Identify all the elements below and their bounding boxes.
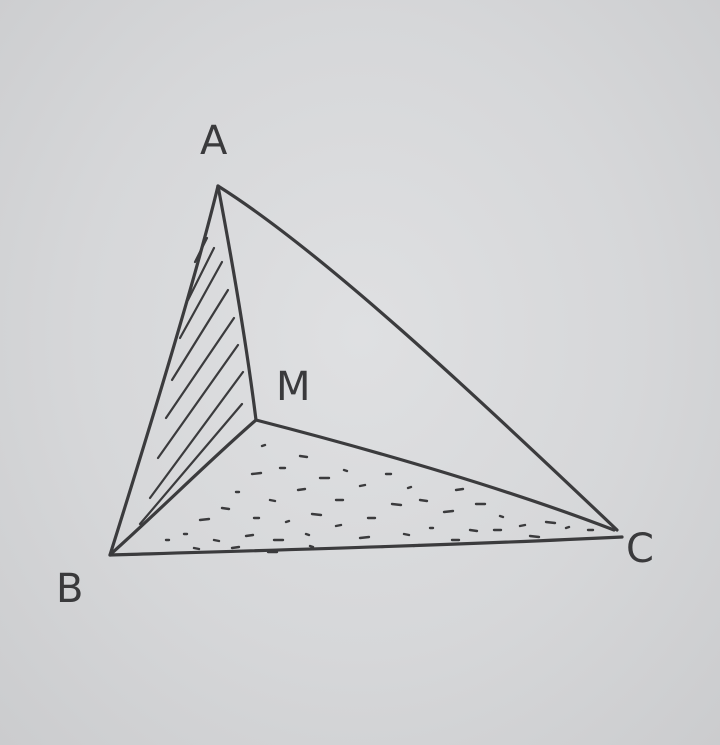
triangle-edges [108, 184, 624, 557]
stipple-mark [310, 512, 323, 517]
stipple-mark [220, 506, 231, 511]
stipple-mark [212, 538, 221, 543]
label-C: C [626, 526, 654, 572]
edge-AB [108, 184, 220, 557]
stipple-mark [342, 468, 349, 473]
stipple-mark [442, 509, 455, 514]
edge-MB [110, 418, 258, 555]
stipple-mark [358, 483, 367, 488]
stipple-mark [250, 471, 263, 476]
stipple-mark [528, 534, 541, 539]
stipple-mark [406, 485, 413, 490]
hatching-AMB [138, 236, 245, 526]
stipple-mark [564, 525, 571, 530]
edge-AC [216, 184, 619, 532]
label-A: A [200, 118, 228, 164]
stipple-mark [402, 532, 411, 537]
stipple-mark [498, 514, 505, 519]
stipple-mark [198, 517, 211, 522]
edge-BC [108, 535, 624, 557]
label-B: B [56, 566, 83, 612]
stipple-mark [468, 528, 479, 533]
stipple-mark [308, 544, 315, 549]
stipple-mark [260, 443, 267, 448]
stipple-mark [298, 454, 309, 459]
stipple-BMC [164, 443, 595, 554]
stipple-mark [390, 502, 403, 507]
stipple-mark [304, 532, 311, 537]
stipple-mark [418, 498, 429, 503]
stipple-mark [230, 545, 241, 550]
stipple-mark [192, 546, 201, 551]
stipple-mark [544, 520, 557, 525]
edge-AM [216, 184, 258, 422]
stipple-mark [334, 523, 343, 528]
stipple-mark [244, 533, 255, 538]
stipple-mark [518, 523, 527, 528]
stipple-mark [284, 519, 291, 524]
stipple-mark [296, 487, 307, 492]
edge-MC [254, 418, 616, 532]
stipple-mark [454, 487, 465, 492]
label-M: M [276, 364, 311, 410]
stipple-mark [268, 498, 277, 503]
stipple-mark [358, 535, 371, 540]
